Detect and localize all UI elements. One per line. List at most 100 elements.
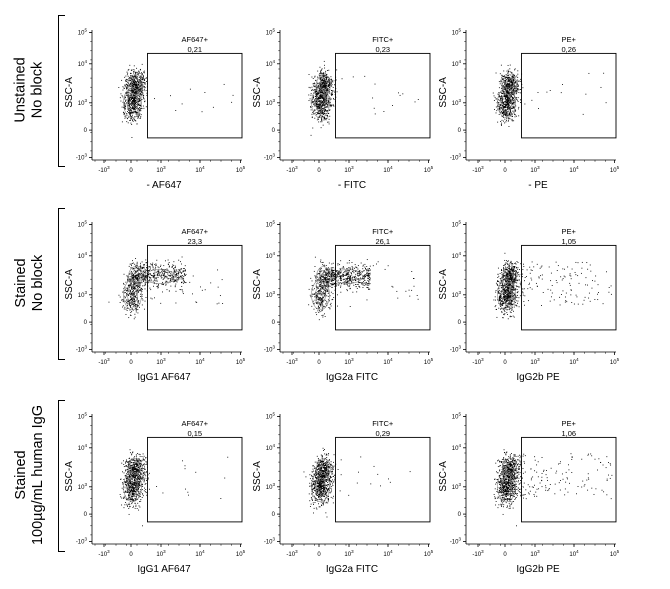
event-dot [502, 105, 504, 107]
event-dot [157, 287, 159, 289]
event-dot [326, 269, 328, 271]
event-dot [513, 103, 515, 105]
event-dot [132, 91, 134, 93]
event-dot [334, 274, 335, 276]
event-dot [508, 98, 510, 100]
event-dot [122, 101, 124, 103]
event-dot [165, 283, 167, 285]
event-dot [358, 270, 360, 272]
event-dot [333, 270, 335, 271]
event-dot [149, 269, 151, 271]
event-dot [505, 88, 507, 90]
contour [497, 87, 516, 119]
event-dot [131, 112, 133, 114]
event-dot [322, 82, 324, 84]
event-dot [139, 88, 141, 90]
event-dot [135, 267, 137, 269]
event-dot [319, 307, 321, 309]
event-dot [328, 123, 330, 125]
event-dot [331, 79, 332, 81]
event-dot [163, 274, 165, 276]
event-dot [128, 110, 130, 111]
event-dot [141, 267, 143, 269]
event-dot [132, 306, 134, 308]
event-dot [318, 113, 320, 115]
event-dot [156, 274, 158, 276]
event-dot [505, 80, 506, 82]
x-tick-label: 105 [610, 357, 620, 366]
event-dot [352, 276, 354, 278]
event-dot [308, 74, 310, 75]
event-dot [322, 76, 324, 77]
event-dot [172, 271, 174, 273]
event-dot [124, 106, 126, 108]
event-dot [131, 288, 132, 290]
event-dot [507, 85, 509, 87]
event-dot [409, 295, 411, 297]
event-dot [144, 300, 146, 302]
event-dot [315, 90, 316, 92]
event-dot [130, 312, 132, 313]
event-dot [138, 103, 140, 105]
event-dot [130, 97, 132, 99]
event-dot [134, 303, 136, 305]
event-dot [351, 277, 353, 279]
event-dot [172, 264, 174, 266]
event-dot [324, 90, 326, 92]
gate-name: FITC+ [372, 227, 394, 236]
event-dot [130, 281, 132, 283]
event-dot [317, 294, 319, 296]
event-dot [504, 109, 506, 111]
event-dot [131, 96, 133, 98]
event-dot [355, 275, 356, 277]
event-dot [346, 274, 348, 276]
event-dot [337, 263, 339, 265]
event-dot [132, 293, 133, 295]
event-dot [133, 69, 135, 70]
event-dot [320, 284, 322, 285]
event-dot [124, 292, 126, 294]
event-dot [145, 271, 147, 273]
event-dot [135, 285, 137, 287]
event-dot [122, 291, 124, 293]
event-dot [136, 274, 138, 276]
event-dot [323, 117, 325, 119]
event-dot [129, 309, 131, 311]
event-dot [360, 277, 361, 279]
event-dot [320, 304, 322, 306]
event-dot [356, 275, 358, 277]
event-dot [327, 267, 329, 269]
event-dot [323, 279, 325, 281]
event-dot [325, 99, 327, 101]
event-dot [513, 85, 515, 87]
event-dot [130, 284, 131, 286]
event-dot [359, 286, 361, 288]
event-dot [170, 279, 171, 281]
event-dot [352, 291, 354, 293]
event-dot [321, 275, 323, 277]
event-dot [319, 311, 321, 313]
event-dot [316, 119, 318, 121]
event-dot [137, 286, 139, 288]
event-dot [363, 270, 365, 272]
event-dot [162, 283, 164, 285]
event-dot [324, 285, 326, 286]
event-dot [160, 277, 162, 279]
event-dot [345, 274, 347, 276]
event-dot [321, 74, 323, 76]
event-dot [341, 283, 342, 285]
event-dot [322, 275, 324, 277]
event-dot [316, 93, 318, 94]
event-dot [498, 108, 500, 109]
event-dot [182, 268, 184, 269]
event-dot [506, 104, 507, 106]
event-dot [503, 106, 505, 108]
event-dot [137, 103, 139, 105]
event-dot [514, 113, 515, 115]
x-tick-label: 105 [236, 165, 246, 174]
event-dot [510, 87, 512, 89]
event-dot [178, 275, 180, 277]
event-dot [311, 76, 313, 78]
event-dot [166, 275, 168, 277]
